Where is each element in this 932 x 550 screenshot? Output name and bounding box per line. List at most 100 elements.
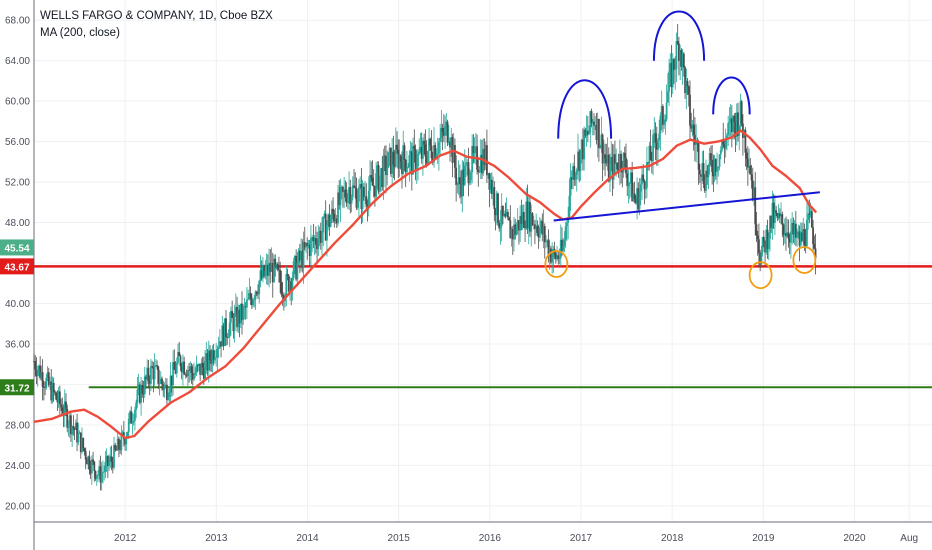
candle-body xyxy=(312,237,315,242)
candle-body xyxy=(513,224,515,240)
candle-body xyxy=(497,193,499,223)
shoulder-arc xyxy=(712,76,751,115)
candle-body xyxy=(665,102,668,120)
candle-body xyxy=(195,365,198,374)
candle-body xyxy=(356,201,359,208)
candle-body xyxy=(151,366,154,368)
candle-body xyxy=(601,134,604,164)
candle-body xyxy=(137,384,140,390)
y-tick-label: 28.00 xyxy=(5,420,30,431)
x-tick-label: 2020 xyxy=(843,533,866,544)
candle-body xyxy=(161,378,163,385)
indicator-label[interactable]: MA (200, close) xyxy=(40,27,120,39)
candle-body xyxy=(297,250,300,263)
candle-body xyxy=(319,230,322,243)
candle-body xyxy=(274,258,277,267)
candle-body xyxy=(653,133,656,136)
candle-body xyxy=(313,238,316,242)
candle-body xyxy=(729,118,732,123)
candle-body xyxy=(276,264,279,270)
candle-body xyxy=(642,174,645,181)
price-badge xyxy=(0,239,34,256)
candle-body xyxy=(189,366,192,371)
candle-body xyxy=(631,172,634,202)
candle-body xyxy=(185,374,188,377)
candle-body xyxy=(649,145,652,161)
candle-body xyxy=(564,226,567,240)
candle-body xyxy=(682,53,685,68)
candle-body xyxy=(38,365,40,370)
candle-body xyxy=(391,151,394,174)
candle-body xyxy=(54,391,56,393)
candle-body xyxy=(94,471,97,479)
candle-body xyxy=(751,180,754,200)
candle-body xyxy=(627,183,630,187)
candle-body xyxy=(734,122,737,137)
candle-body xyxy=(374,185,376,197)
candle-body xyxy=(633,193,636,199)
candle-body xyxy=(521,211,524,224)
candle-body xyxy=(657,140,659,150)
candle-body xyxy=(713,159,716,177)
candle-body xyxy=(228,322,231,337)
candle-body xyxy=(610,156,613,164)
candle-body xyxy=(231,311,234,318)
candle-body xyxy=(116,438,119,451)
candle-body xyxy=(125,437,128,445)
candle-body xyxy=(322,216,325,233)
candle-body xyxy=(487,173,490,176)
symbol-title[interactable]: WELLS FARGO & COMPANY, 1D, Cboe BZX xyxy=(40,10,273,22)
candle-body xyxy=(41,372,44,387)
candle-body xyxy=(102,472,104,473)
candle-body xyxy=(792,223,795,235)
candle-body xyxy=(595,124,598,141)
candle-body xyxy=(755,224,758,236)
candle-body xyxy=(303,242,306,248)
candle-body xyxy=(526,201,529,229)
candle-body xyxy=(278,269,280,271)
candle-body xyxy=(591,121,594,124)
x-tick-label: 2014 xyxy=(296,533,319,544)
candle-body xyxy=(401,161,403,174)
candle-body xyxy=(326,225,328,241)
shoulder-arc xyxy=(557,79,613,139)
candle-body xyxy=(238,309,241,324)
candle-body xyxy=(790,231,792,243)
candle-body xyxy=(370,175,373,178)
candle-body xyxy=(340,186,343,188)
candle-body xyxy=(301,250,304,269)
candle-body xyxy=(255,291,258,294)
candle-body xyxy=(63,401,66,416)
candle-body xyxy=(258,280,261,294)
candle-body xyxy=(76,422,78,443)
candle-body xyxy=(584,129,587,136)
price-badge-label: 31.72 xyxy=(4,383,29,394)
candle-body xyxy=(524,227,526,229)
candle-body xyxy=(90,459,93,474)
candle-body xyxy=(241,303,243,320)
candle-body xyxy=(214,357,216,361)
candle-body xyxy=(183,361,186,375)
candle-body xyxy=(771,202,774,229)
candle-body xyxy=(520,215,523,224)
candle-body xyxy=(234,306,237,314)
candle-body xyxy=(471,146,474,173)
candle-body xyxy=(737,112,739,136)
candle-body xyxy=(366,203,369,207)
candle-body xyxy=(492,187,494,194)
candle-body xyxy=(365,196,368,204)
candle-body xyxy=(300,250,302,261)
candle-body xyxy=(648,145,651,164)
candle-body xyxy=(55,392,58,400)
candle-body xyxy=(502,205,504,217)
candle-body xyxy=(782,224,785,236)
candle-body xyxy=(68,415,71,426)
candle-body xyxy=(566,222,568,227)
candle-body xyxy=(543,226,546,243)
candle-body xyxy=(812,227,814,245)
candle-body xyxy=(369,175,371,191)
candle-body xyxy=(150,366,152,384)
candle-body xyxy=(311,237,314,238)
candle-body xyxy=(449,141,451,148)
